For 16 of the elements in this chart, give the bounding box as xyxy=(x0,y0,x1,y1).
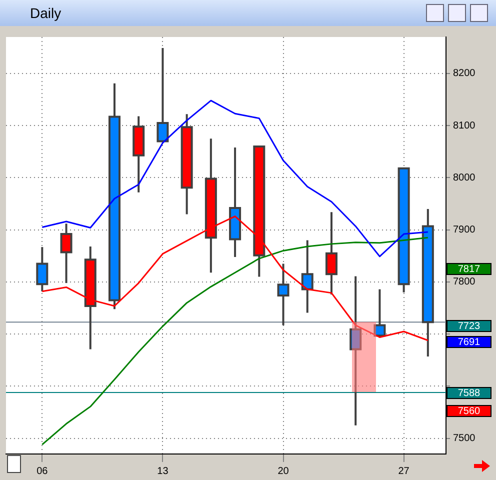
y-tick-label: 8000 xyxy=(453,172,476,184)
y-tick-label: 8200 xyxy=(453,68,476,80)
y-tick-label: 7900 xyxy=(453,224,476,236)
text: 7723 xyxy=(458,320,481,332)
y-tick-label: 8100 xyxy=(453,120,476,132)
x-tick-label: 13 xyxy=(157,466,169,477)
x-tick-label: 06 xyxy=(36,466,48,477)
text: 7817 xyxy=(458,264,481,275)
text: 7691 xyxy=(458,336,481,348)
text: 7560 xyxy=(458,406,481,417)
y-tick-label: 7500 xyxy=(453,433,476,444)
x-tick-label: 27 xyxy=(398,466,410,477)
text: 7588 xyxy=(458,388,481,399)
y-tick-label: 7800 xyxy=(453,276,476,288)
chart-title: Daily xyxy=(30,5,62,21)
x-tick-label: 20 xyxy=(278,466,290,477)
